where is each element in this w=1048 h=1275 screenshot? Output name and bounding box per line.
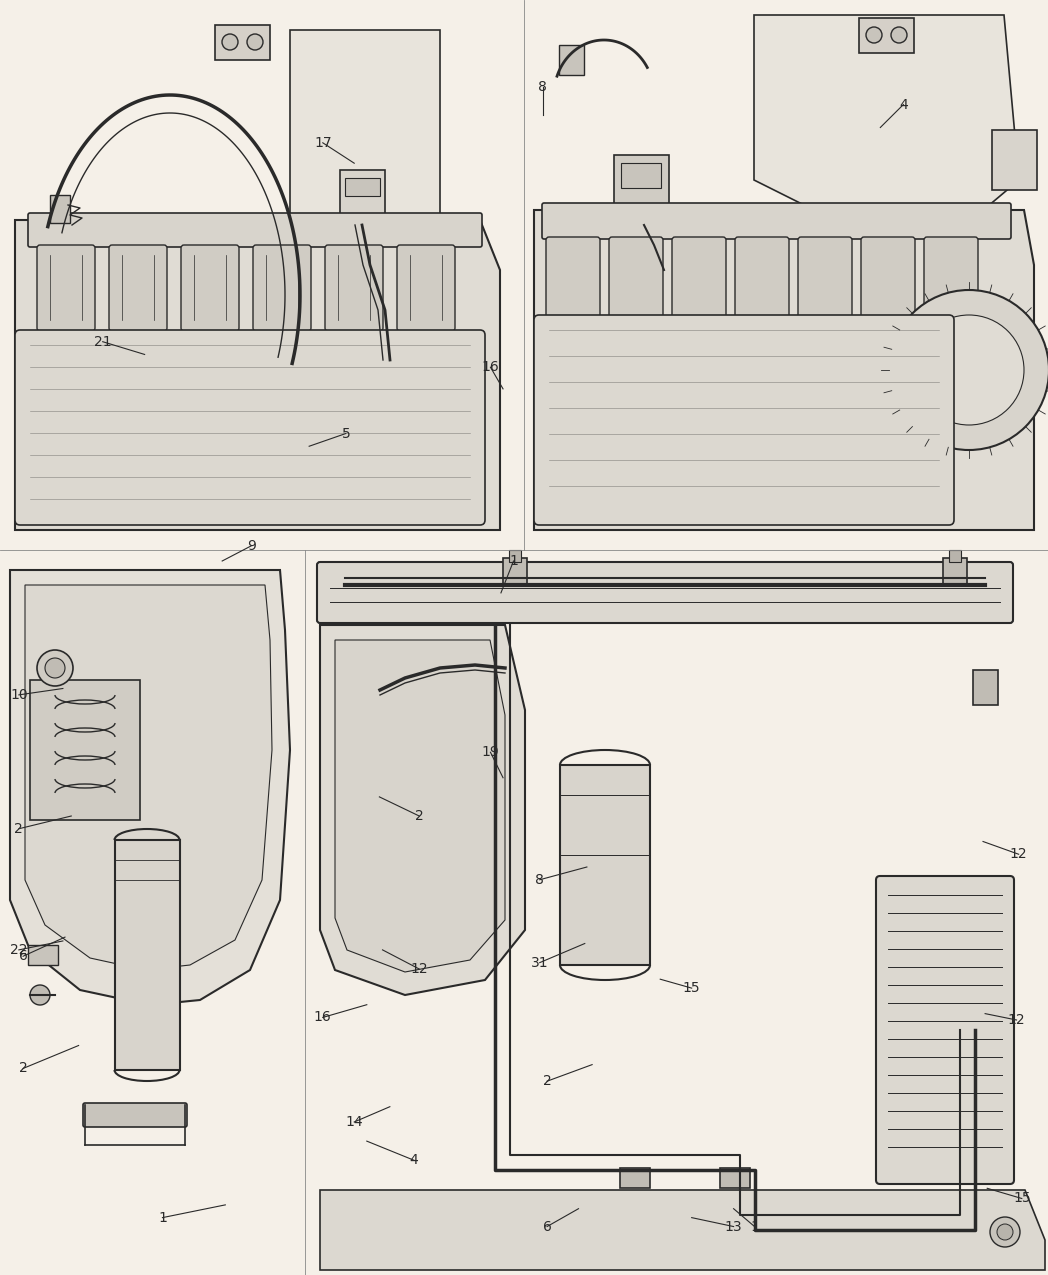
- Circle shape: [914, 315, 1024, 425]
- Text: 1: 1: [750, 1220, 759, 1233]
- Circle shape: [37, 650, 73, 686]
- FancyBboxPatch shape: [534, 315, 954, 525]
- Bar: [215, 26, 270, 60]
- Text: 17: 17: [314, 136, 331, 149]
- Text: 2: 2: [19, 1062, 27, 1075]
- Text: 1: 1: [509, 555, 518, 567]
- Text: 2: 2: [15, 822, 23, 835]
- Circle shape: [997, 1224, 1013, 1241]
- Polygon shape: [320, 1190, 1045, 1270]
- Text: 8: 8: [539, 80, 547, 93]
- Bar: [305, 550, 1048, 1275]
- FancyBboxPatch shape: [37, 245, 95, 332]
- FancyBboxPatch shape: [15, 330, 485, 525]
- Bar: [949, 550, 961, 562]
- Text: 14: 14: [346, 1116, 363, 1128]
- Bar: [50, 195, 70, 223]
- Text: 12: 12: [1010, 848, 1027, 861]
- Text: 10: 10: [10, 688, 27, 701]
- Text: 2: 2: [415, 810, 423, 822]
- FancyBboxPatch shape: [316, 562, 1013, 623]
- Bar: [620, 1168, 650, 1188]
- Text: 1: 1: [158, 1211, 167, 1224]
- Text: 4: 4: [899, 98, 908, 111]
- Text: 6: 6: [19, 950, 27, 963]
- FancyBboxPatch shape: [609, 237, 663, 317]
- Bar: [30, 680, 140, 820]
- Bar: [614, 156, 669, 224]
- Bar: [859, 18, 914, 54]
- Text: 15: 15: [683, 982, 700, 994]
- FancyBboxPatch shape: [397, 245, 455, 332]
- Bar: [115, 840, 180, 1070]
- Circle shape: [45, 658, 65, 678]
- Polygon shape: [320, 625, 525, 994]
- Text: 16: 16: [314, 1011, 331, 1024]
- Text: 8: 8: [536, 873, 544, 886]
- Bar: [559, 45, 584, 75]
- Circle shape: [889, 289, 1048, 450]
- FancyBboxPatch shape: [109, 245, 167, 332]
- Text: 6: 6: [543, 1220, 551, 1233]
- Text: 9: 9: [247, 539, 256, 552]
- Polygon shape: [10, 570, 290, 1005]
- FancyBboxPatch shape: [924, 237, 978, 317]
- Bar: [358, 360, 388, 400]
- Polygon shape: [335, 640, 505, 972]
- Bar: [28, 945, 58, 965]
- FancyBboxPatch shape: [325, 245, 383, 332]
- Text: 13: 13: [725, 1220, 742, 1233]
- Bar: [560, 765, 650, 965]
- FancyBboxPatch shape: [28, 213, 482, 247]
- FancyBboxPatch shape: [253, 245, 311, 332]
- FancyBboxPatch shape: [181, 245, 239, 332]
- Text: 15: 15: [1013, 1192, 1030, 1205]
- Bar: [0, 0, 524, 550]
- Text: 21: 21: [94, 335, 111, 348]
- Bar: [340, 170, 385, 224]
- FancyBboxPatch shape: [542, 203, 1011, 238]
- Text: 16: 16: [482, 361, 499, 374]
- Text: 2: 2: [543, 1075, 551, 1088]
- Circle shape: [222, 34, 238, 50]
- FancyBboxPatch shape: [672, 237, 726, 317]
- Bar: [345, 179, 380, 196]
- FancyBboxPatch shape: [546, 237, 601, 317]
- Bar: [503, 558, 527, 587]
- Text: 12: 12: [411, 963, 428, 975]
- Text: 19: 19: [482, 746, 499, 759]
- FancyBboxPatch shape: [861, 237, 915, 317]
- Circle shape: [990, 1218, 1020, 1247]
- Text: 5: 5: [342, 427, 350, 440]
- Circle shape: [247, 34, 263, 50]
- Polygon shape: [15, 221, 500, 530]
- Text: 22: 22: [10, 944, 27, 956]
- Bar: [943, 558, 967, 587]
- FancyBboxPatch shape: [735, 237, 789, 317]
- Bar: [524, 0, 1048, 550]
- Bar: [973, 669, 998, 705]
- Text: 31: 31: [531, 956, 548, 969]
- FancyBboxPatch shape: [876, 876, 1014, 1184]
- Polygon shape: [835, 625, 1043, 1270]
- Bar: [621, 163, 661, 187]
- Circle shape: [30, 986, 50, 1005]
- Circle shape: [891, 27, 907, 43]
- FancyBboxPatch shape: [798, 237, 852, 317]
- Polygon shape: [25, 585, 272, 970]
- Text: 4: 4: [410, 1154, 418, 1167]
- Polygon shape: [754, 15, 1019, 260]
- Bar: [992, 130, 1038, 190]
- Circle shape: [866, 27, 882, 43]
- Polygon shape: [290, 31, 440, 320]
- Text: 12: 12: [1008, 1014, 1025, 1026]
- FancyBboxPatch shape: [83, 1103, 187, 1127]
- Bar: [509, 550, 521, 562]
- Circle shape: [657, 278, 681, 302]
- Bar: [720, 1168, 750, 1188]
- Polygon shape: [534, 210, 1034, 530]
- Bar: [0, 550, 305, 1275]
